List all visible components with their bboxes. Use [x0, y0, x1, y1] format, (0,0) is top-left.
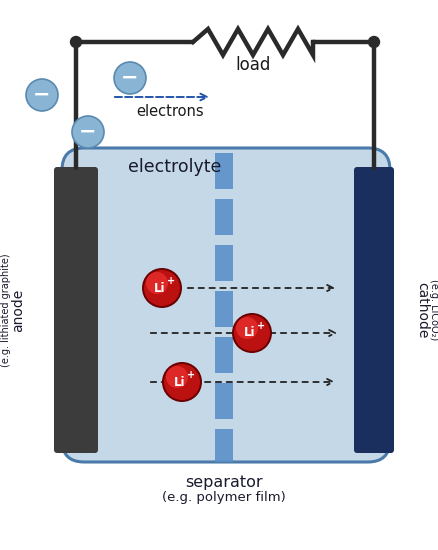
Circle shape	[166, 366, 187, 388]
Circle shape	[141, 268, 182, 308]
Text: Li: Li	[174, 376, 185, 388]
Bar	[215, 429, 233, 462]
Text: electrolyte: electrolyte	[128, 158, 221, 176]
Text: −: −	[79, 122, 96, 142]
Text: −: −	[121, 68, 138, 88]
Circle shape	[72, 116, 104, 148]
Circle shape	[146, 272, 168, 294]
Circle shape	[114, 62, 146, 94]
Text: (e.g. lithiated graphite): (e.g. lithiated graphite)	[1, 253, 11, 367]
Bar	[215, 337, 233, 373]
Circle shape	[233, 315, 269, 351]
Text: separator: separator	[185, 475, 262, 490]
Bar	[215, 199, 233, 235]
Bar	[215, 153, 233, 189]
Circle shape	[367, 36, 378, 47]
Text: anode: anode	[11, 288, 25, 332]
Text: (e.g. LiCoO₂): (e.g. LiCoO₂)	[428, 279, 438, 340]
Text: −: −	[33, 85, 51, 105]
FancyBboxPatch shape	[54, 167, 98, 453]
Text: (e.g. polymer film): (e.g. polymer film)	[162, 491, 285, 503]
Circle shape	[231, 313, 272, 353]
Circle shape	[236, 317, 258, 339]
Circle shape	[162, 362, 201, 402]
Circle shape	[26, 79, 58, 111]
Bar	[215, 291, 233, 327]
Text: electrons: electrons	[136, 104, 203, 119]
Text: +: +	[166, 276, 175, 286]
Text: +: +	[256, 321, 265, 331]
Circle shape	[71, 36, 81, 47]
Text: load: load	[235, 56, 270, 74]
Text: +: +	[187, 370, 194, 380]
Text: Li: Li	[244, 327, 255, 339]
FancyBboxPatch shape	[62, 148, 389, 462]
Text: cathode: cathode	[414, 282, 428, 338]
Circle shape	[144, 270, 180, 306]
Text: Li: Li	[154, 282, 166, 294]
Bar	[215, 383, 233, 419]
Circle shape	[164, 364, 200, 400]
FancyBboxPatch shape	[353, 167, 393, 453]
Bar	[215, 245, 233, 281]
